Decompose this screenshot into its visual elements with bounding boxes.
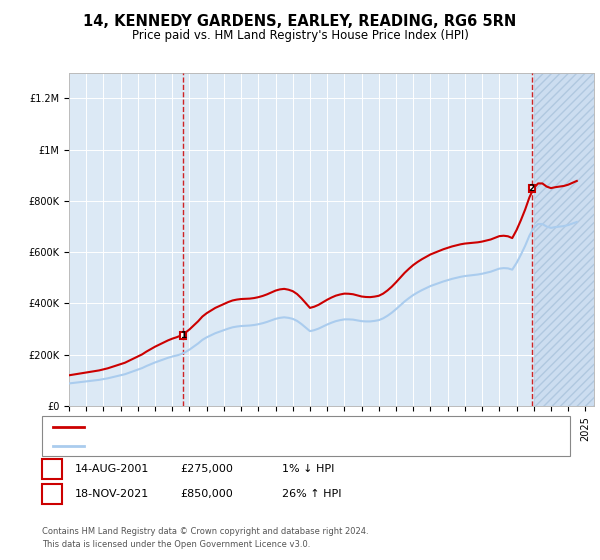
Text: This data is licensed under the Open Government Licence v3.0.: This data is licensed under the Open Gov… [42,540,310,549]
Text: Contains HM Land Registry data © Crown copyright and database right 2024.: Contains HM Land Registry data © Crown c… [42,528,368,536]
Text: 18-NOV-2021: 18-NOV-2021 [75,489,149,499]
Bar [529,185,535,192]
Text: HPI: Average price, detached house, Wokingham: HPI: Average price, detached house, Woki… [89,441,327,451]
Text: 2: 2 [48,489,56,499]
Text: 2: 2 [529,184,535,193]
Text: 1: 1 [48,464,56,474]
Text: £850,000: £850,000 [180,489,233,499]
Text: 14, KENNEDY GARDENS, EARLEY, READING, RG6 5RN: 14, KENNEDY GARDENS, EARLEY, READING, RG… [83,14,517,29]
Text: 26% ↑ HPI: 26% ↑ HPI [282,489,341,499]
Bar [180,332,186,339]
Text: 1: 1 [180,331,186,340]
Text: 1% ↓ HPI: 1% ↓ HPI [282,464,334,474]
Text: £275,000: £275,000 [180,464,233,474]
Bar [534,73,594,406]
Text: Price paid vs. HM Land Registry's House Price Index (HPI): Price paid vs. HM Land Registry's House … [131,29,469,42]
Text: 14-AUG-2001: 14-AUG-2001 [75,464,149,474]
Text: 14, KENNEDY GARDENS, EARLEY, READING, RG6 5RN (detached house): 14, KENNEDY GARDENS, EARLEY, READING, RG… [89,422,439,432]
